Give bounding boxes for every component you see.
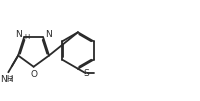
Text: S: S	[83, 69, 89, 78]
Text: N: N	[15, 30, 21, 39]
Text: O: O	[30, 70, 37, 79]
Text: 2: 2	[9, 76, 13, 82]
Text: NH: NH	[1, 75, 14, 84]
Text: N: N	[45, 30, 52, 39]
Text: H: H	[24, 34, 30, 40]
